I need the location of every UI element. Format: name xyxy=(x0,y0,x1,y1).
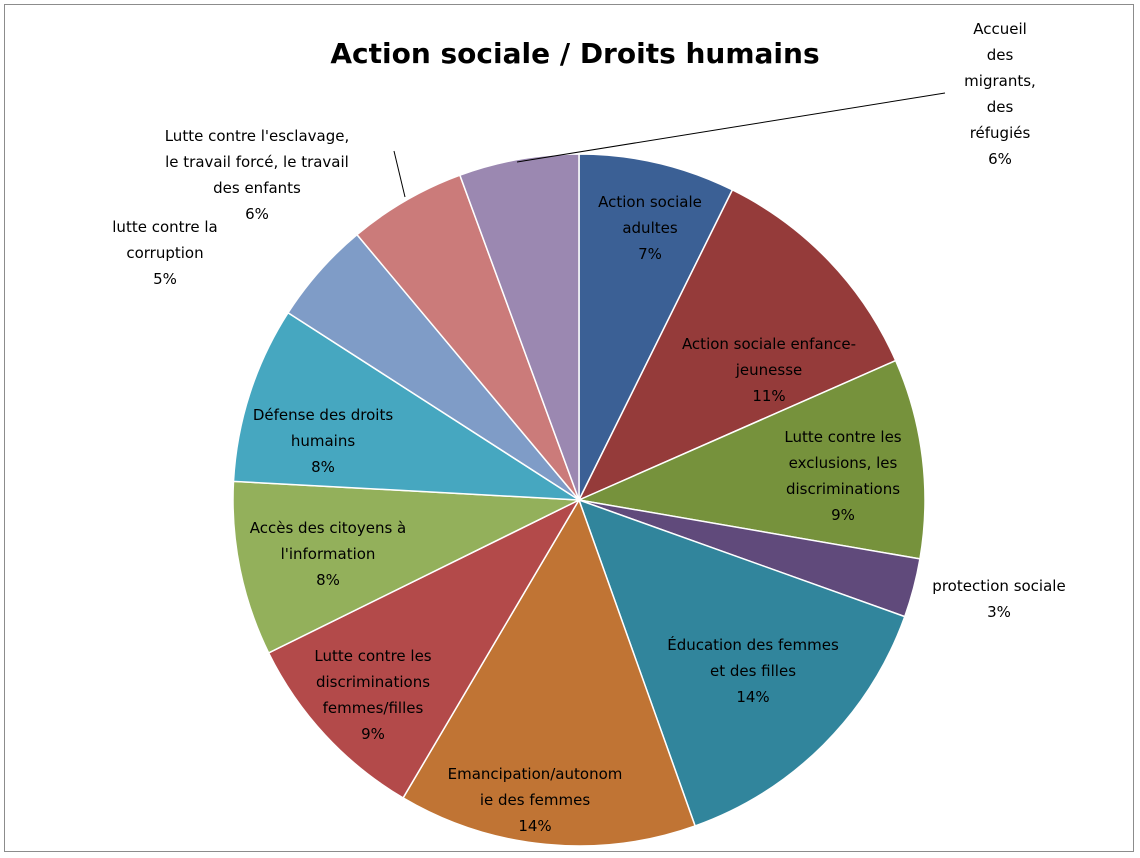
slice-label-action-sociale-enfance-jeunesse: Action sociale enfance-jeunesse 11% xyxy=(682,335,856,405)
slice-label-protection-sociale: protection sociale 3% xyxy=(932,577,1065,621)
chart-frame: Action sociale / Droits humains Action s… xyxy=(4,4,1134,852)
chart-title: Action sociale / Droits humains xyxy=(330,37,819,70)
slice-label-education-des-femmes-et-des-filles: Éducation des femmes et des filles 14% xyxy=(667,635,839,706)
leader-lines xyxy=(393,92,946,198)
slice-acces-des-citoyens-a-l-information xyxy=(232,480,582,654)
slice-lutte-contre-les-exclusions-les-discriminations xyxy=(576,359,926,560)
leader-line-accueil-des-migrants-des-refugies xyxy=(516,92,946,163)
pie-chart: Action sociale / Droits humains Action s… xyxy=(112,20,1066,847)
slice-education-des-femmes-et-des-filles xyxy=(577,498,906,827)
slice-label-defense-des-droits-humains: Défense des droits humains 8% xyxy=(253,406,394,476)
slice-lutte-contre-les-discriminations-femmes-filles xyxy=(267,498,581,799)
slice-label-emancipation-autonomie-des-femmes: Emancipation/autonom ie des femmes 14% xyxy=(448,765,623,835)
slice-label-lutte-contre-les-discriminations-femmes-filles: Lutte contre les discriminations femmes/fi… xyxy=(314,647,431,743)
slice-emancipation-autonomie-des-femmes xyxy=(402,498,697,847)
pie-slices xyxy=(232,153,926,847)
slice-label-lutte-contre-les-exclusions-les-discriminations: Lutte contre les exclusions, les discrimin… xyxy=(784,428,901,524)
slice-accueil-des-migrants-des-refugies xyxy=(458,153,580,501)
slice-label-lutte-contre-la-corruption: lutte contre la corruption 5% xyxy=(112,218,217,288)
slice-label-action-sociale-adultes: Action sociale adultes 7% xyxy=(598,193,702,263)
slice-defense-des-droits-humains xyxy=(232,311,582,501)
slice-labels: Action sociale adultes 7% Action sociale en… xyxy=(112,20,1065,835)
slice-label-lutte-contre-l-esclavage-le-travail-force-le-travail-des-enfants: Lutte contre l'esclavage, le travail forc… xyxy=(165,127,350,223)
leader-line-lutte-contre-l-esclavage-le-travail-force-le-travail-des-enfants xyxy=(393,150,406,198)
slice-label-acces-des-citoyens-a-l-information: Accès des citoyens à l'information 8% xyxy=(250,519,407,589)
slice-action-sociale-adultes xyxy=(578,153,734,501)
slice-label-accueil-des-migrants-des-refugies: Accueil des migrants, des réfugiés 6% xyxy=(964,20,1036,168)
slice-action-sociale-enfance-jeunesse xyxy=(577,188,897,502)
